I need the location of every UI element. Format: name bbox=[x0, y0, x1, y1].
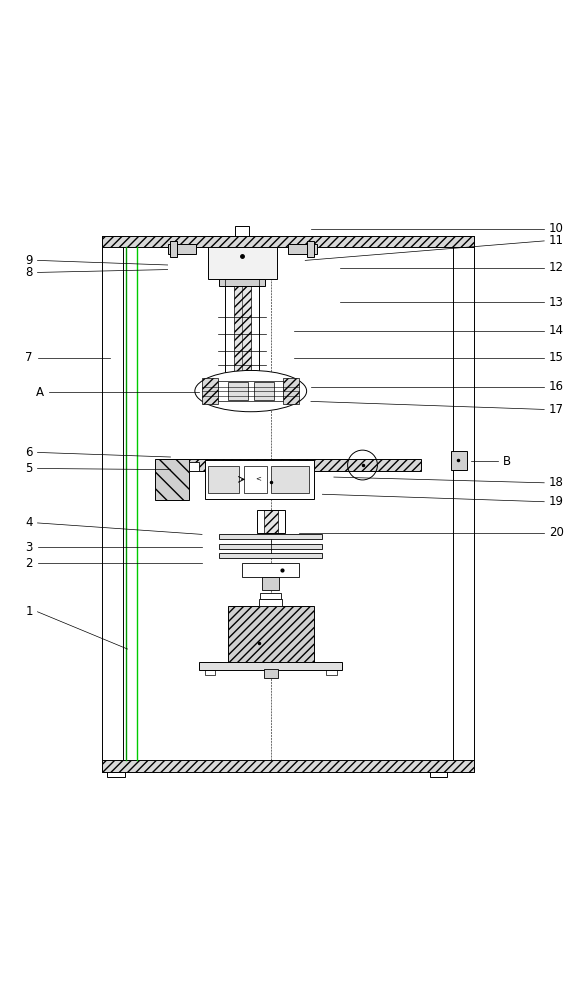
Bar bbox=[102, 236, 474, 247]
Bar bbox=[219, 544, 323, 549]
Bar bbox=[108, 772, 124, 777]
Bar bbox=[260, 593, 281, 599]
Bar bbox=[208, 236, 276, 279]
Bar bbox=[208, 466, 239, 493]
Bar bbox=[219, 553, 323, 558]
Bar bbox=[283, 378, 300, 404]
Text: B: B bbox=[503, 455, 511, 468]
Bar bbox=[288, 244, 317, 254]
Text: 7: 7 bbox=[25, 351, 33, 364]
Bar bbox=[452, 451, 467, 470]
Bar bbox=[264, 510, 278, 533]
Text: 5: 5 bbox=[25, 462, 33, 475]
Bar bbox=[205, 460, 314, 499]
Bar bbox=[259, 599, 282, 606]
Bar bbox=[244, 466, 267, 493]
Bar bbox=[271, 466, 309, 493]
Bar bbox=[307, 241, 314, 257]
Text: 19: 19 bbox=[549, 495, 564, 508]
Text: 8: 8 bbox=[25, 266, 33, 279]
Text: A: A bbox=[36, 386, 44, 399]
Bar bbox=[202, 378, 218, 404]
Text: 17: 17 bbox=[549, 403, 564, 416]
Text: 18: 18 bbox=[549, 476, 564, 489]
Text: 4: 4 bbox=[25, 516, 33, 529]
Bar bbox=[219, 534, 323, 539]
Ellipse shape bbox=[195, 370, 306, 412]
Text: 11: 11 bbox=[549, 234, 564, 247]
Bar bbox=[190, 462, 199, 471]
Text: 3: 3 bbox=[25, 541, 33, 554]
Text: 12: 12 bbox=[549, 261, 564, 274]
Text: 2: 2 bbox=[25, 557, 33, 570]
Bar bbox=[155, 459, 190, 500]
Bar bbox=[253, 382, 274, 400]
Bar bbox=[205, 670, 215, 675]
Bar bbox=[453, 236, 474, 772]
Text: 6: 6 bbox=[25, 446, 33, 459]
Text: 1: 1 bbox=[25, 605, 33, 618]
Bar bbox=[163, 459, 421, 471]
Bar bbox=[228, 606, 314, 663]
Bar bbox=[264, 669, 278, 678]
Bar bbox=[235, 226, 249, 236]
Bar bbox=[102, 236, 123, 772]
Bar bbox=[218, 381, 283, 401]
Text: 10: 10 bbox=[549, 222, 564, 235]
Bar bbox=[168, 244, 196, 254]
Bar bbox=[257, 510, 285, 533]
Text: 14: 14 bbox=[549, 324, 564, 337]
Bar bbox=[233, 286, 251, 387]
Text: 13: 13 bbox=[549, 296, 564, 309]
Bar bbox=[225, 286, 259, 387]
Bar bbox=[102, 760, 474, 772]
Bar bbox=[219, 279, 265, 286]
Bar bbox=[228, 382, 248, 400]
Bar bbox=[199, 662, 343, 670]
Text: <: < bbox=[255, 475, 261, 481]
Text: 9: 9 bbox=[25, 254, 33, 267]
Bar bbox=[327, 670, 337, 675]
Text: 20: 20 bbox=[549, 526, 564, 539]
Bar bbox=[170, 241, 177, 257]
Bar bbox=[430, 772, 447, 777]
Text: 15: 15 bbox=[549, 351, 564, 364]
Bar bbox=[262, 577, 279, 590]
Bar bbox=[242, 563, 300, 577]
Text: 16: 16 bbox=[549, 380, 564, 393]
